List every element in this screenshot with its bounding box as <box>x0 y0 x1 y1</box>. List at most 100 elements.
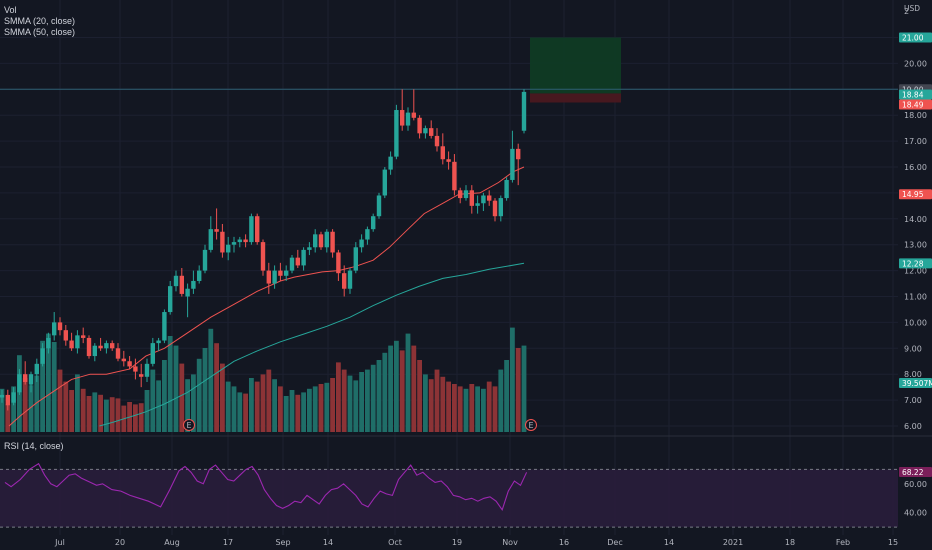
candle <box>23 361 28 385</box>
volume-bar <box>133 404 138 432</box>
price-tick-label: 12.00 <box>904 267 927 276</box>
candle-body <box>231 242 237 245</box>
price-tick-label: 13.00 <box>904 241 927 250</box>
volume-bar <box>22 378 28 432</box>
candle-body <box>365 229 370 240</box>
volume-bar <box>173 345 179 432</box>
candle <box>214 208 219 240</box>
volume-bar <box>289 390 295 432</box>
candle-body <box>284 270 289 276</box>
candle-body <box>307 247 312 250</box>
price-tick-label: 18.00 <box>904 111 927 120</box>
candle-body <box>11 392 16 403</box>
candle-body <box>185 288 190 297</box>
candle-body <box>330 231 335 253</box>
candle <box>336 249 341 281</box>
smma50-line <box>99 262 525 427</box>
candle <box>487 190 492 206</box>
volume-bar <box>254 381 260 432</box>
volume-bar <box>57 369 63 432</box>
candle <box>110 340 115 351</box>
volume-bar <box>515 348 521 432</box>
price-tag-bg <box>899 189 932 200</box>
candle-body <box>492 200 498 217</box>
earnings-marker-circle[interactable] <box>183 419 195 431</box>
candle-body <box>452 161 457 191</box>
candle <box>197 265 202 284</box>
candle-body <box>86 337 92 357</box>
candle <box>353 242 358 274</box>
price-tag-label: 18.49 <box>902 101 924 110</box>
candle <box>185 283 190 318</box>
position-zones[interactable] <box>0 37 898 103</box>
volume-bar <box>324 382 330 432</box>
time-tick-label: 14 <box>664 538 674 547</box>
volume-bar <box>481 388 486 432</box>
target-zone[interactable] <box>530 37 621 94</box>
candle-body <box>440 146 445 160</box>
candle-body <box>214 229 219 232</box>
price-tag-bg <box>899 32 932 43</box>
candle-body <box>278 270 283 276</box>
volume-bar <box>185 379 190 432</box>
earnings-marker[interactable]: E <box>525 419 537 431</box>
candle-body <box>347 270 353 289</box>
legend-rsi[interactable]: RSI (14, close) <box>4 441 64 451</box>
volume-bar <box>202 348 208 432</box>
volume-bar <box>196 358 202 432</box>
price-tag-label: 18.84 <box>902 90 924 99</box>
legend-smma50[interactable]: SMMA (50, close) <box>4 27 76 37</box>
candle <box>150 337 155 367</box>
candle-body <box>376 195 382 217</box>
candle <box>458 187 463 204</box>
candle-body <box>301 249 306 266</box>
earnings-marker[interactable]: E <box>183 419 195 431</box>
candle-body <box>342 273 347 289</box>
candle-body <box>295 257 300 266</box>
price-tag-label: 14.95 <box>902 190 924 199</box>
volume-bar <box>370 364 376 432</box>
candle-body <box>388 156 393 170</box>
candle <box>394 104 399 160</box>
price-tag-bg <box>899 258 932 269</box>
candle-body <box>498 198 503 217</box>
candle-body <box>17 374 22 393</box>
candle <box>46 332 51 354</box>
legend-volume[interactable]: Vol <box>4 5 17 15</box>
volume-bar <box>469 384 475 432</box>
candle-body <box>104 343 109 349</box>
candle-body <box>434 135 440 147</box>
volume-bar <box>428 379 434 432</box>
candle-body <box>255 216 260 243</box>
volume-bar <box>208 328 214 432</box>
earnings-marker-circle[interactable] <box>525 419 537 431</box>
candle <box>104 340 109 354</box>
candle <box>243 234 248 248</box>
legend-smma20[interactable]: SMMA (20, close) <box>4 16 76 26</box>
candle <box>434 128 440 152</box>
candle <box>11 387 16 406</box>
volume-bar <box>353 380 359 432</box>
time-axis[interactable]: Jul 20 Aug 17 Sep 14 Oct 19 Nov 16 Dec 14 2021 18 Feb 1… <box>54 538 898 547</box>
candle-body <box>156 340 161 344</box>
volume-bar <box>388 345 393 432</box>
time-tick-label: Feb <box>836 538 850 547</box>
candle-body <box>423 128 428 134</box>
time-tick-label: 16 <box>559 538 569 547</box>
time-tick-label: 18 <box>785 538 795 547</box>
volume-bar <box>417 360 422 432</box>
candle <box>475 195 480 214</box>
candle <box>63 324 68 346</box>
stop-zone[interactable] <box>530 93 621 103</box>
price-tag-label: 21.00 <box>902 34 924 43</box>
candle-body <box>429 128 434 136</box>
price-tag: 21.00 <box>899 32 932 43</box>
candle <box>17 369 22 395</box>
smma-lines <box>8 166 525 427</box>
rsi-pane[interactable] <box>0 462 898 528</box>
candle-body <box>40 348 45 364</box>
rsi-value-tag-bg <box>899 466 932 477</box>
volume-bar <box>115 398 121 432</box>
